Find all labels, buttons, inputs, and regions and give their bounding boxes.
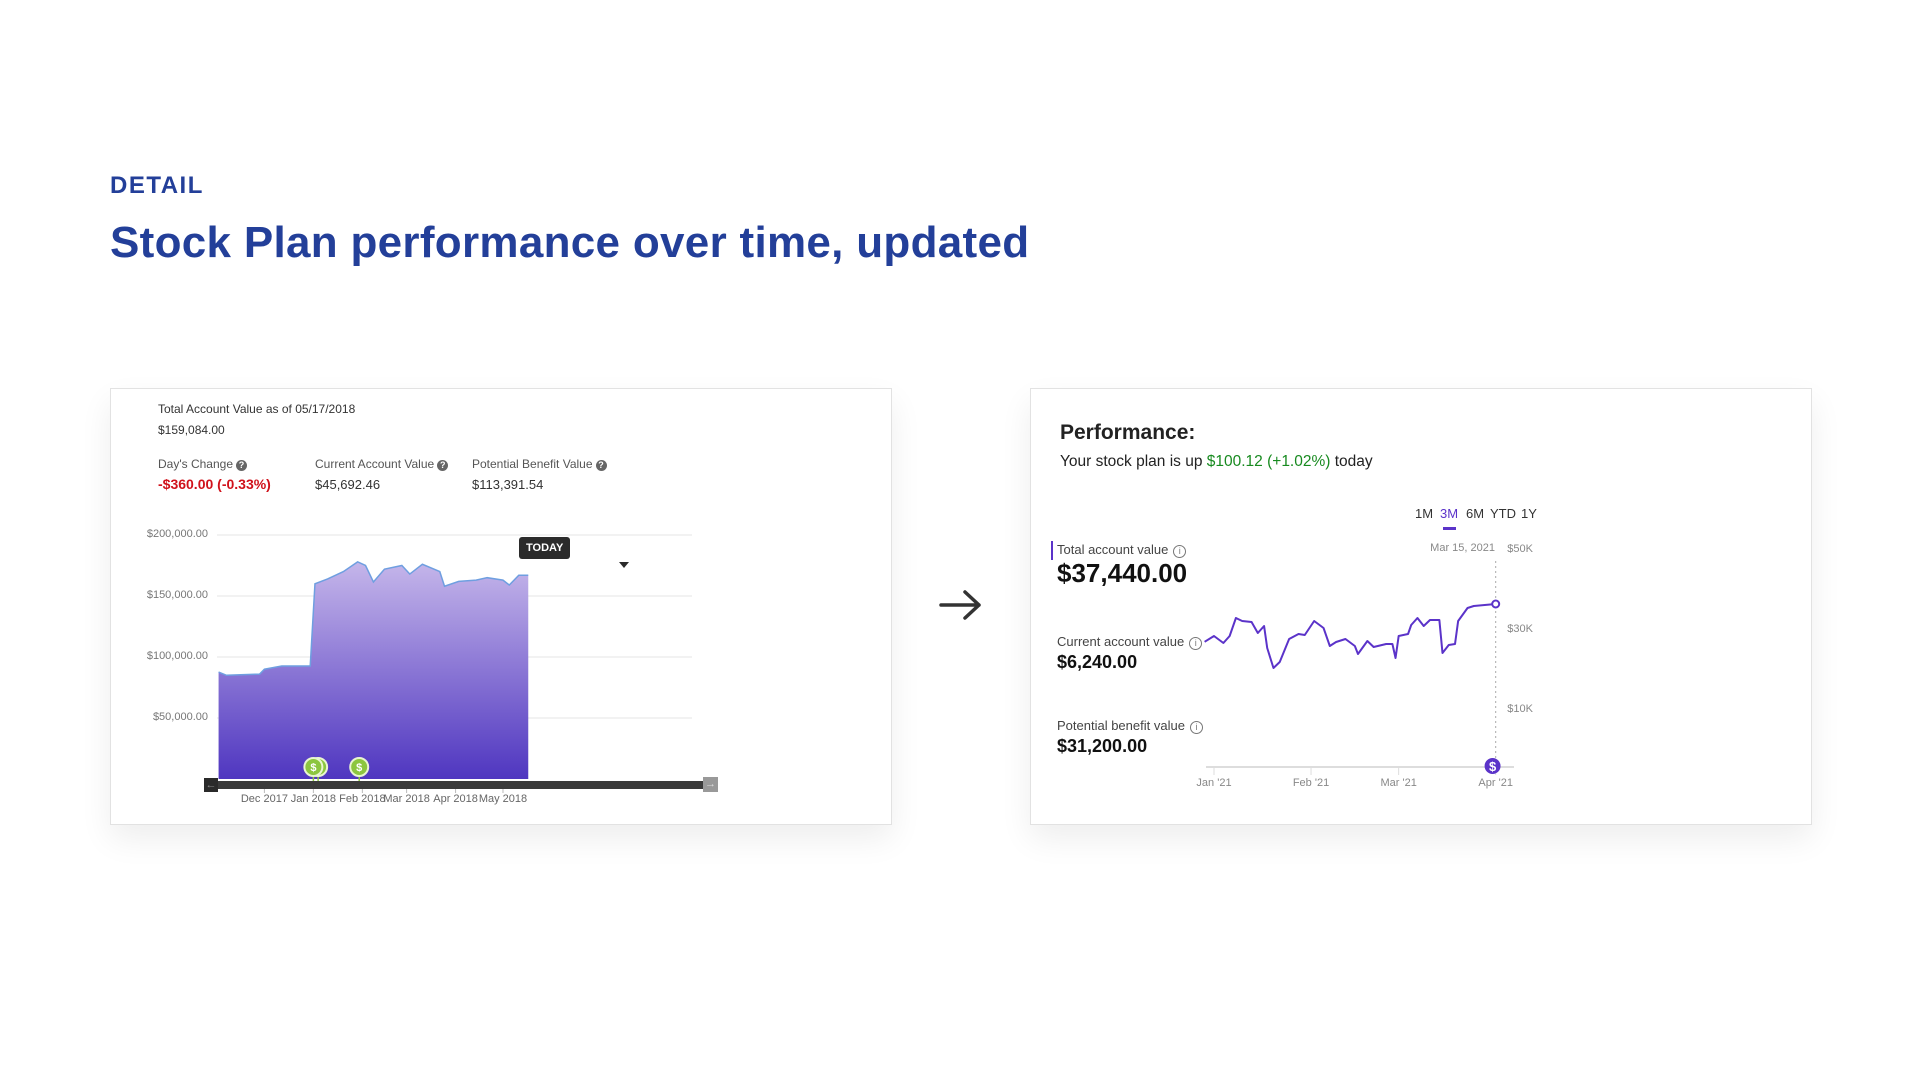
current-account-value: $6,240.00 [1057,652,1138,672]
x-tick-label: Feb '21 [1292,777,1330,789]
tooltip-pointer [619,562,629,568]
current-account-value: $45,692.46 [315,477,381,492]
potential-benefit-label: Potential benefit value i [1057,718,1203,734]
x-tick-label: May 2018 [478,793,528,805]
x-tick-label: Mar '21 [1380,777,1417,789]
dividend-dollar-icon[interactable]: $ [1484,758,1501,774]
new-performance-card: Performance: Your stock plan is up $100.… [1030,388,1812,825]
tab-ytd[interactable]: YTD [1490,506,1516,521]
account-value-line [1204,603,1496,669]
old-performance-card: Total Account Value as of 05/17/2018 $15… [110,388,892,825]
y-tick-label: $50K [1507,543,1533,555]
potential-benefit-value: $113,391.54 [472,477,544,492]
total-account-label: Total account value i [1057,542,1187,558]
potential-benefit-label: Potential Benefit Value? [472,457,607,471]
old-area-chart: $$ [217,534,692,793]
timeline-scrollbar[interactable] [204,781,711,789]
subtitle-prefix: Your stock plan is up [1060,453,1207,470]
x-tick-label: Feb 2018 [339,793,386,805]
days-change-label-text: Day's Change [158,457,233,471]
active-tab-indicator [1443,527,1456,530]
question-circle-icon[interactable]: ? [236,460,247,471]
y-tick-label: $10K [1507,703,1533,715]
total-account-value: $37,440.00 [1057,558,1188,588]
total-account-label: Total Account Value as of 05/17/2018 [158,402,356,416]
svg-text:$: $ [356,762,362,774]
daily-change: $100.12 (+1.02%) [1206,453,1331,470]
x-tick-label: Dec 2017 [240,793,288,805]
y-tick-label: $50,000.00 [152,711,208,723]
current-account-label: Current Account Value? [315,457,449,471]
hover-point[interactable] [1491,599,1501,609]
x-tick-label: Jan '21 [1196,777,1232,789]
potential-benefit-label-text: Potential benefit value [1057,718,1185,733]
svg-text:$: $ [1489,759,1497,774]
tab-6m[interactable]: 6M [1465,506,1485,521]
svg-text:$: $ [310,762,316,774]
page-title: Stock Plan performance over time, update… [110,218,1030,267]
y-tick-label: $150,000.00 [146,589,208,601]
tab-1y[interactable]: 1Y [1521,506,1537,521]
tab-3m[interactable]: 3M [1439,506,1459,521]
total-account-value: $159,084.00 [158,423,225,437]
info-circle-icon[interactable]: i [1189,637,1203,650]
y-tick-label: $30K [1507,623,1533,635]
total-account-label-text: Total account value [1057,542,1169,557]
account-value-line [218,560,529,677]
selected-metric-bar [1051,541,1053,560]
scroll-left-arrow-icon[interactable]: ← [204,778,218,792]
y-tick-label: $100,000.00 [146,650,208,662]
performance-title: Performance: [1060,421,1196,444]
scroll-right-arrow-icon[interactable]: → [703,777,718,792]
performance-subtitle: Your stock plan is up $100.12 (+1.02%) t… [1060,453,1373,471]
potential-benefit-label-text: Potential Benefit Value [472,457,593,471]
hover-date-label: Mar 15, 2021 [1430,542,1495,554]
question-circle-icon[interactable]: ? [595,460,607,471]
x-tick-label: Apr 2018 [433,793,478,805]
days-change-value: -$360.00 (-0.33%) [158,476,271,492]
dividend-coin-icon[interactable]: $ [303,757,324,785]
x-tick-label: Mar 2018 [383,793,430,805]
section-eyebrow: DETAIL [110,172,204,199]
info-circle-icon[interactable]: i [1173,545,1187,558]
today-tooltip: TODAY [519,537,571,559]
tab-1m[interactable]: 1M [1414,506,1434,521]
days-change-label: Day's Change? [158,457,247,471]
arrow-right-icon [939,590,981,620]
potential-benefit-value: $31,200.00 [1057,736,1148,756]
current-account-label-text: Current account value [1057,634,1185,649]
current-account-label-text: Current Account Value [315,457,435,471]
dividend-coin-icon[interactable]: $ [349,757,370,785]
x-tick-label: Apr '21 [1478,777,1513,789]
question-circle-icon[interactable]: ? [437,460,449,471]
x-tick-label: Jan 2018 [290,793,337,805]
current-account-label: Current account value i [1057,634,1203,650]
account-value-area [218,561,529,779]
y-tick-label: $200,000.00 [146,528,208,540]
subtitle-suffix: today [1330,453,1373,470]
new-line-chart[interactable]: $ [1031,389,1811,824]
info-circle-icon[interactable]: i [1189,721,1203,734]
